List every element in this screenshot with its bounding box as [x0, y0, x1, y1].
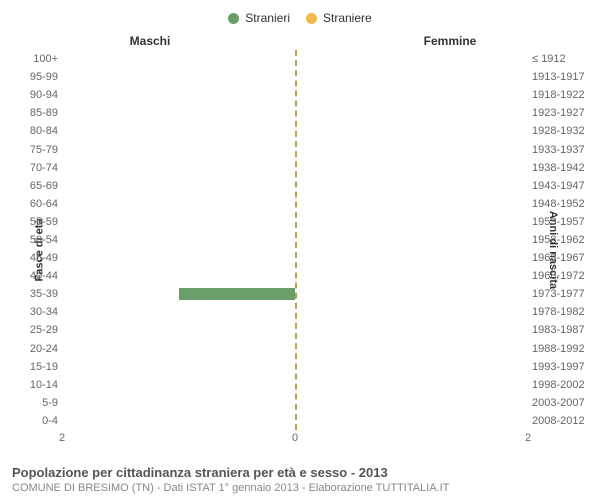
pyramid-row [62, 231, 528, 249]
pyramid-row [62, 68, 528, 86]
y-tick-age: 40-44 [0, 269, 58, 283]
x-tick: 2 [525, 432, 531, 444]
y-tick-birth: 1998-2002 [532, 378, 600, 392]
pyramid-row [62, 340, 528, 358]
pyramid-row [62, 321, 528, 339]
legend-swatch-female [306, 13, 317, 24]
bar-male [179, 288, 296, 300]
y-tick-age: 100+ [0, 52, 58, 66]
y-tick-birth: 2008-2012 [532, 414, 600, 428]
y-tick-age: 25-29 [0, 323, 58, 337]
y-tick-birth: 1933-1937 [532, 143, 600, 157]
pyramid-row [62, 213, 528, 231]
pyramid-row [62, 412, 528, 430]
chart-caption: Popolazione per cittadinanza straniera p… [12, 465, 588, 494]
y-tick-birth: 1953-1957 [532, 215, 600, 229]
y-tick-age: 95-99 [0, 70, 58, 84]
pyramid-row [62, 303, 528, 321]
y-tick-age: 55-59 [0, 215, 58, 229]
legend-label-female: Straniere [323, 11, 372, 25]
pyramid-row [62, 376, 528, 394]
pyramid-row [62, 249, 528, 267]
pyramid-row [62, 285, 528, 303]
side-titles: Maschi Femmine [0, 34, 600, 48]
y-tick-age: 20-24 [0, 342, 58, 356]
y-tick-birth: 1913-1917 [532, 70, 600, 84]
legend: Stranieri Straniere [0, 0, 600, 30]
y-tick-birth: 1943-1947 [532, 179, 600, 193]
y-tick-age: 75-79 [0, 143, 58, 157]
y-tick-age: 15-19 [0, 360, 58, 374]
side-title-male: Maschi [0, 34, 300, 48]
y-tick-age: 50-54 [0, 233, 58, 247]
y-tick-birth: 1923-1927 [532, 106, 600, 120]
y-tick-age: 90-94 [0, 88, 58, 102]
pyramid-row [62, 140, 528, 158]
y-tick-birth: 1948-1952 [532, 197, 600, 211]
y-tick-age: 10-14 [0, 378, 58, 392]
y-tick-birth: 1988-1992 [532, 342, 600, 356]
y-tick-birth: 1938-1942 [532, 161, 600, 175]
x-tick: 0 [292, 432, 298, 444]
legend-item-female: Straniere [306, 11, 372, 25]
y-tick-birth: 1978-1982 [532, 305, 600, 319]
y-tick-birth: 2003-2007 [532, 396, 600, 410]
y-tick-age: 35-39 [0, 287, 58, 301]
pyramid-row [62, 177, 528, 195]
side-title-female: Femmine [300, 34, 600, 48]
y-tick-age: 80-84 [0, 124, 58, 138]
caption-subtitle: COMUNE DI BRESIMO (TN) - Dati ISTAT 1° g… [12, 482, 588, 494]
caption-title: Popolazione per cittadinanza straniera p… [12, 465, 588, 480]
pyramid-row [62, 358, 528, 376]
y-tick-age: 45-49 [0, 251, 58, 265]
y-tick-age: 70-74 [0, 161, 58, 175]
x-tick: 2 [59, 432, 65, 444]
y-tick-birth: 1973-1977 [532, 287, 600, 301]
plot-area [62, 50, 528, 430]
pyramid-row [62, 86, 528, 104]
pyramid-row [62, 195, 528, 213]
legend-item-male: Stranieri [228, 11, 290, 25]
y-tick-age: 30-34 [0, 305, 58, 319]
population-pyramid-chart: Stranieri Straniere Maschi Femmine Fasce… [0, 0, 600, 500]
pyramid-row [62, 159, 528, 177]
y-tick-age: 5-9 [0, 396, 58, 410]
y-tick-birth: 1983-1987 [532, 323, 600, 337]
y-tick-birth: 1958-1962 [532, 233, 600, 247]
x-axis-labels: 2 0 2 [62, 432, 528, 446]
pyramid-row [62, 267, 528, 285]
pyramid-row [62, 122, 528, 140]
y-tick-birth: 1963-1967 [532, 251, 600, 265]
y-tick-birth: 1928-1932 [532, 124, 600, 138]
y-tick-birth: ≤ 1912 [532, 52, 600, 66]
legend-swatch-male [228, 13, 239, 24]
pyramid-row [62, 394, 528, 412]
y-tick-birth: 1918-1922 [532, 88, 600, 102]
pyramid-row [62, 50, 528, 68]
y-tick-age: 0-4 [0, 414, 58, 428]
y-tick-age: 65-69 [0, 179, 58, 193]
y-tick-age: 60-64 [0, 197, 58, 211]
y-tick-birth: 1968-1972 [532, 269, 600, 283]
pyramid-row [62, 104, 528, 122]
y-tick-age: 85-89 [0, 106, 58, 120]
legend-label-male: Stranieri [245, 11, 290, 25]
y-tick-birth: 1993-1997 [532, 360, 600, 374]
